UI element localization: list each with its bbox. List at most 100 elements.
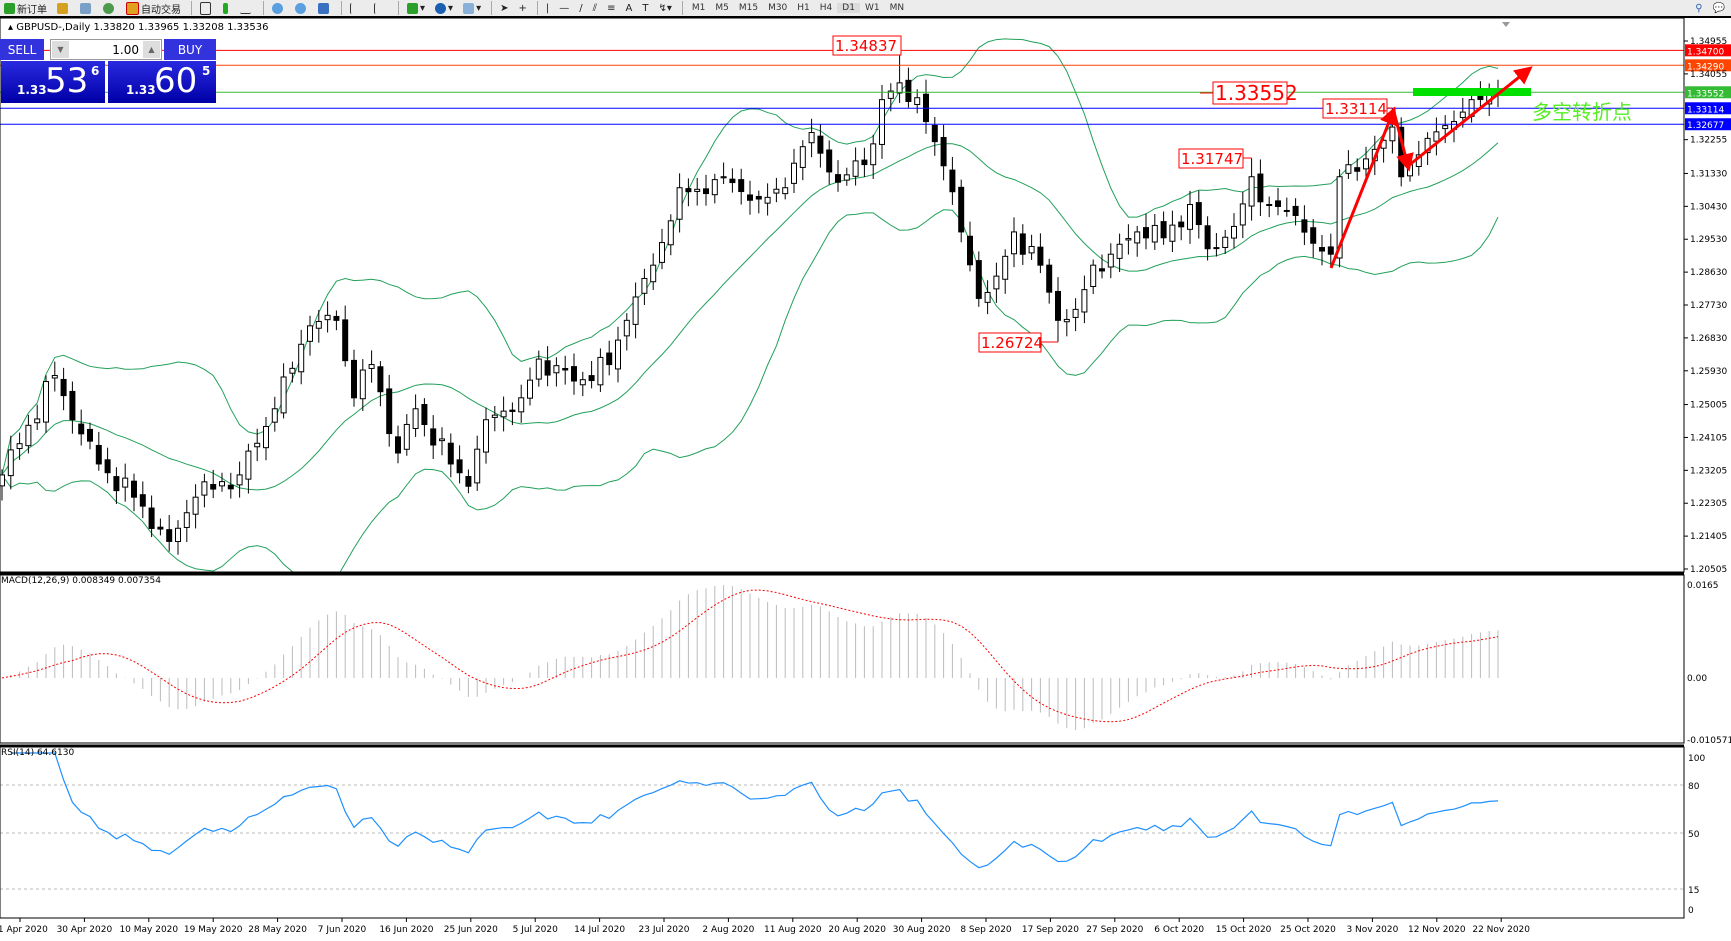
swing-high-label-box [1178, 148, 1244, 169]
candle [571, 353, 577, 395]
fibonacci-button[interactable]: ≡ [603, 1, 619, 15]
candle [219, 472, 225, 492]
candle [1037, 233, 1044, 274]
low-value: 1.33208 [183, 22, 224, 33]
candle-body [676, 187, 683, 220]
line-chart-button[interactable] [236, 1, 257, 15]
zoom-in-button[interactable] [268, 1, 289, 15]
price-axis-label: 1.24105 [1690, 433, 1727, 443]
candle [157, 518, 164, 536]
candle-body [342, 319, 349, 362]
recent-high-label: 1.33114 [1325, 100, 1387, 118]
timeframe-h4[interactable]: H4 [819, 3, 833, 13]
text-button[interactable]: A [621, 1, 636, 15]
vertical-line-button[interactable]: | [542, 1, 553, 15]
indicators-button[interactable]: ▾ [403, 1, 429, 15]
candle-body [1002, 255, 1009, 280]
candle-body [711, 179, 718, 196]
search-button[interactable]: ⚲ [1691, 1, 1706, 15]
candle-body [791, 162, 797, 184]
price-axis-label: 1.23205 [1690, 466, 1727, 476]
candle [201, 473, 208, 508]
timeframe-m5[interactable]: M5 [715, 3, 729, 13]
timeframe-w1[interactable]: W1 [864, 3, 880, 13]
candle [694, 177, 701, 206]
candle [984, 280, 991, 315]
candle-body [192, 496, 199, 515]
candle [808, 118, 815, 158]
signal-icon [103, 2, 114, 14]
buy-price[interactable]: 1.33 60 5 [108, 61, 216, 103]
search-icon: ⚲ [1695, 2, 1703, 14]
channel-icon: ⫽ [592, 2, 598, 14]
bar-chart-button[interactable] [196, 1, 217, 15]
macd-axis-label: 0.00 [1687, 674, 1707, 684]
template-icon [463, 2, 475, 14]
new-order-button[interactable]: 新订单 [0, 1, 51, 16]
date-axis-label: 8 Sep 2020 [960, 925, 1012, 935]
date-axis-label: 28 May 2020 [248, 925, 307, 935]
tile-windows-button[interactable] [314, 1, 335, 15]
cursor-button[interactable]: ➤ [496, 1, 512, 15]
signals-button[interactable] [99, 1, 120, 15]
candle-body [456, 459, 463, 474]
candle-body [879, 99, 885, 145]
candle-body [201, 481, 208, 496]
trendline-button[interactable]: / [575, 1, 586, 15]
macd-frame [0, 574, 1685, 744]
candle [535, 350, 542, 387]
experts-button[interactable] [76, 1, 97, 15]
toolbar-divider [398, 1, 399, 15]
candle [333, 310, 340, 331]
history-button[interactable] [53, 1, 74, 15]
timeframe-m15[interactable]: M15 [738, 3, 759, 13]
auto-trading-button[interactable]: 自动交易 [122, 1, 185, 16]
timeframe-m30[interactable]: M30 [768, 3, 788, 13]
candle-body [69, 390, 76, 421]
templates-button[interactable]: ▾ [459, 1, 485, 15]
crosshair-button[interactable]: + [514, 1, 530, 15]
buy-button[interactable]: BUY [164, 39, 216, 60]
candle-body [1063, 318, 1070, 323]
candle [1002, 249, 1009, 294]
candle [738, 168, 745, 205]
candle-body [324, 314, 331, 321]
candle [923, 79, 929, 134]
candle-body [1248, 176, 1255, 207]
timeframe-m1[interactable]: M1 [691, 3, 706, 13]
date-axis-label: 23 Jul 2020 [639, 925, 690, 935]
lot-increase-button[interactable]: ▲ [143, 41, 160, 58]
sell-button[interactable]: SELL [0, 39, 44, 60]
periods-button[interactable]: ▾ [431, 1, 457, 15]
zoom-out-button[interactable] [291, 1, 312, 15]
lot-decrease-button[interactable]: ▼ [52, 41, 69, 58]
rsi-axis-label: 100 [1688, 754, 1705, 764]
high-price-label: 1.34837 [835, 37, 897, 55]
candle-body [236, 474, 243, 486]
timeframe-h1[interactable]: H1 [797, 3, 810, 13]
arrows-button[interactable]: ↯▾ [654, 1, 675, 15]
candle-body [7, 449, 14, 477]
candle [1099, 254, 1105, 279]
channel-button[interactable]: ⫽ [589, 1, 601, 15]
candle [1187, 190, 1193, 244]
lot-size-input[interactable]: ▼ 1.00 ▲ [50, 39, 162, 60]
candle-chart-button[interactable] [219, 1, 234, 15]
high-price-label-box [832, 35, 902, 56]
horizontal-line-button[interactable]: — [555, 1, 573, 15]
candle [826, 140, 833, 185]
auto-scroll-button[interactable] [346, 1, 368, 15]
timeframe-d1[interactable]: D1 [837, 3, 860, 13]
candle [879, 85, 885, 159]
chat-button[interactable]: 💬 [1709, 1, 1729, 15]
sell-price[interactable]: 1.33 53 6 [1, 61, 105, 103]
candle-body [1134, 231, 1141, 244]
label-button[interactable]: T [638, 1, 652, 15]
chart-title: ▴ GBPUSD-,Daily 1.33820 1.33965 1.33208 … [8, 22, 269, 33]
date-axis-label: 19 May 2020 [184, 925, 243, 935]
chart-shift-button[interactable] [370, 1, 392, 15]
candle-body [1090, 264, 1097, 288]
bollinger-middle-band [1, 142, 1499, 491]
timeframe-mn[interactable]: MN [889, 3, 905, 13]
